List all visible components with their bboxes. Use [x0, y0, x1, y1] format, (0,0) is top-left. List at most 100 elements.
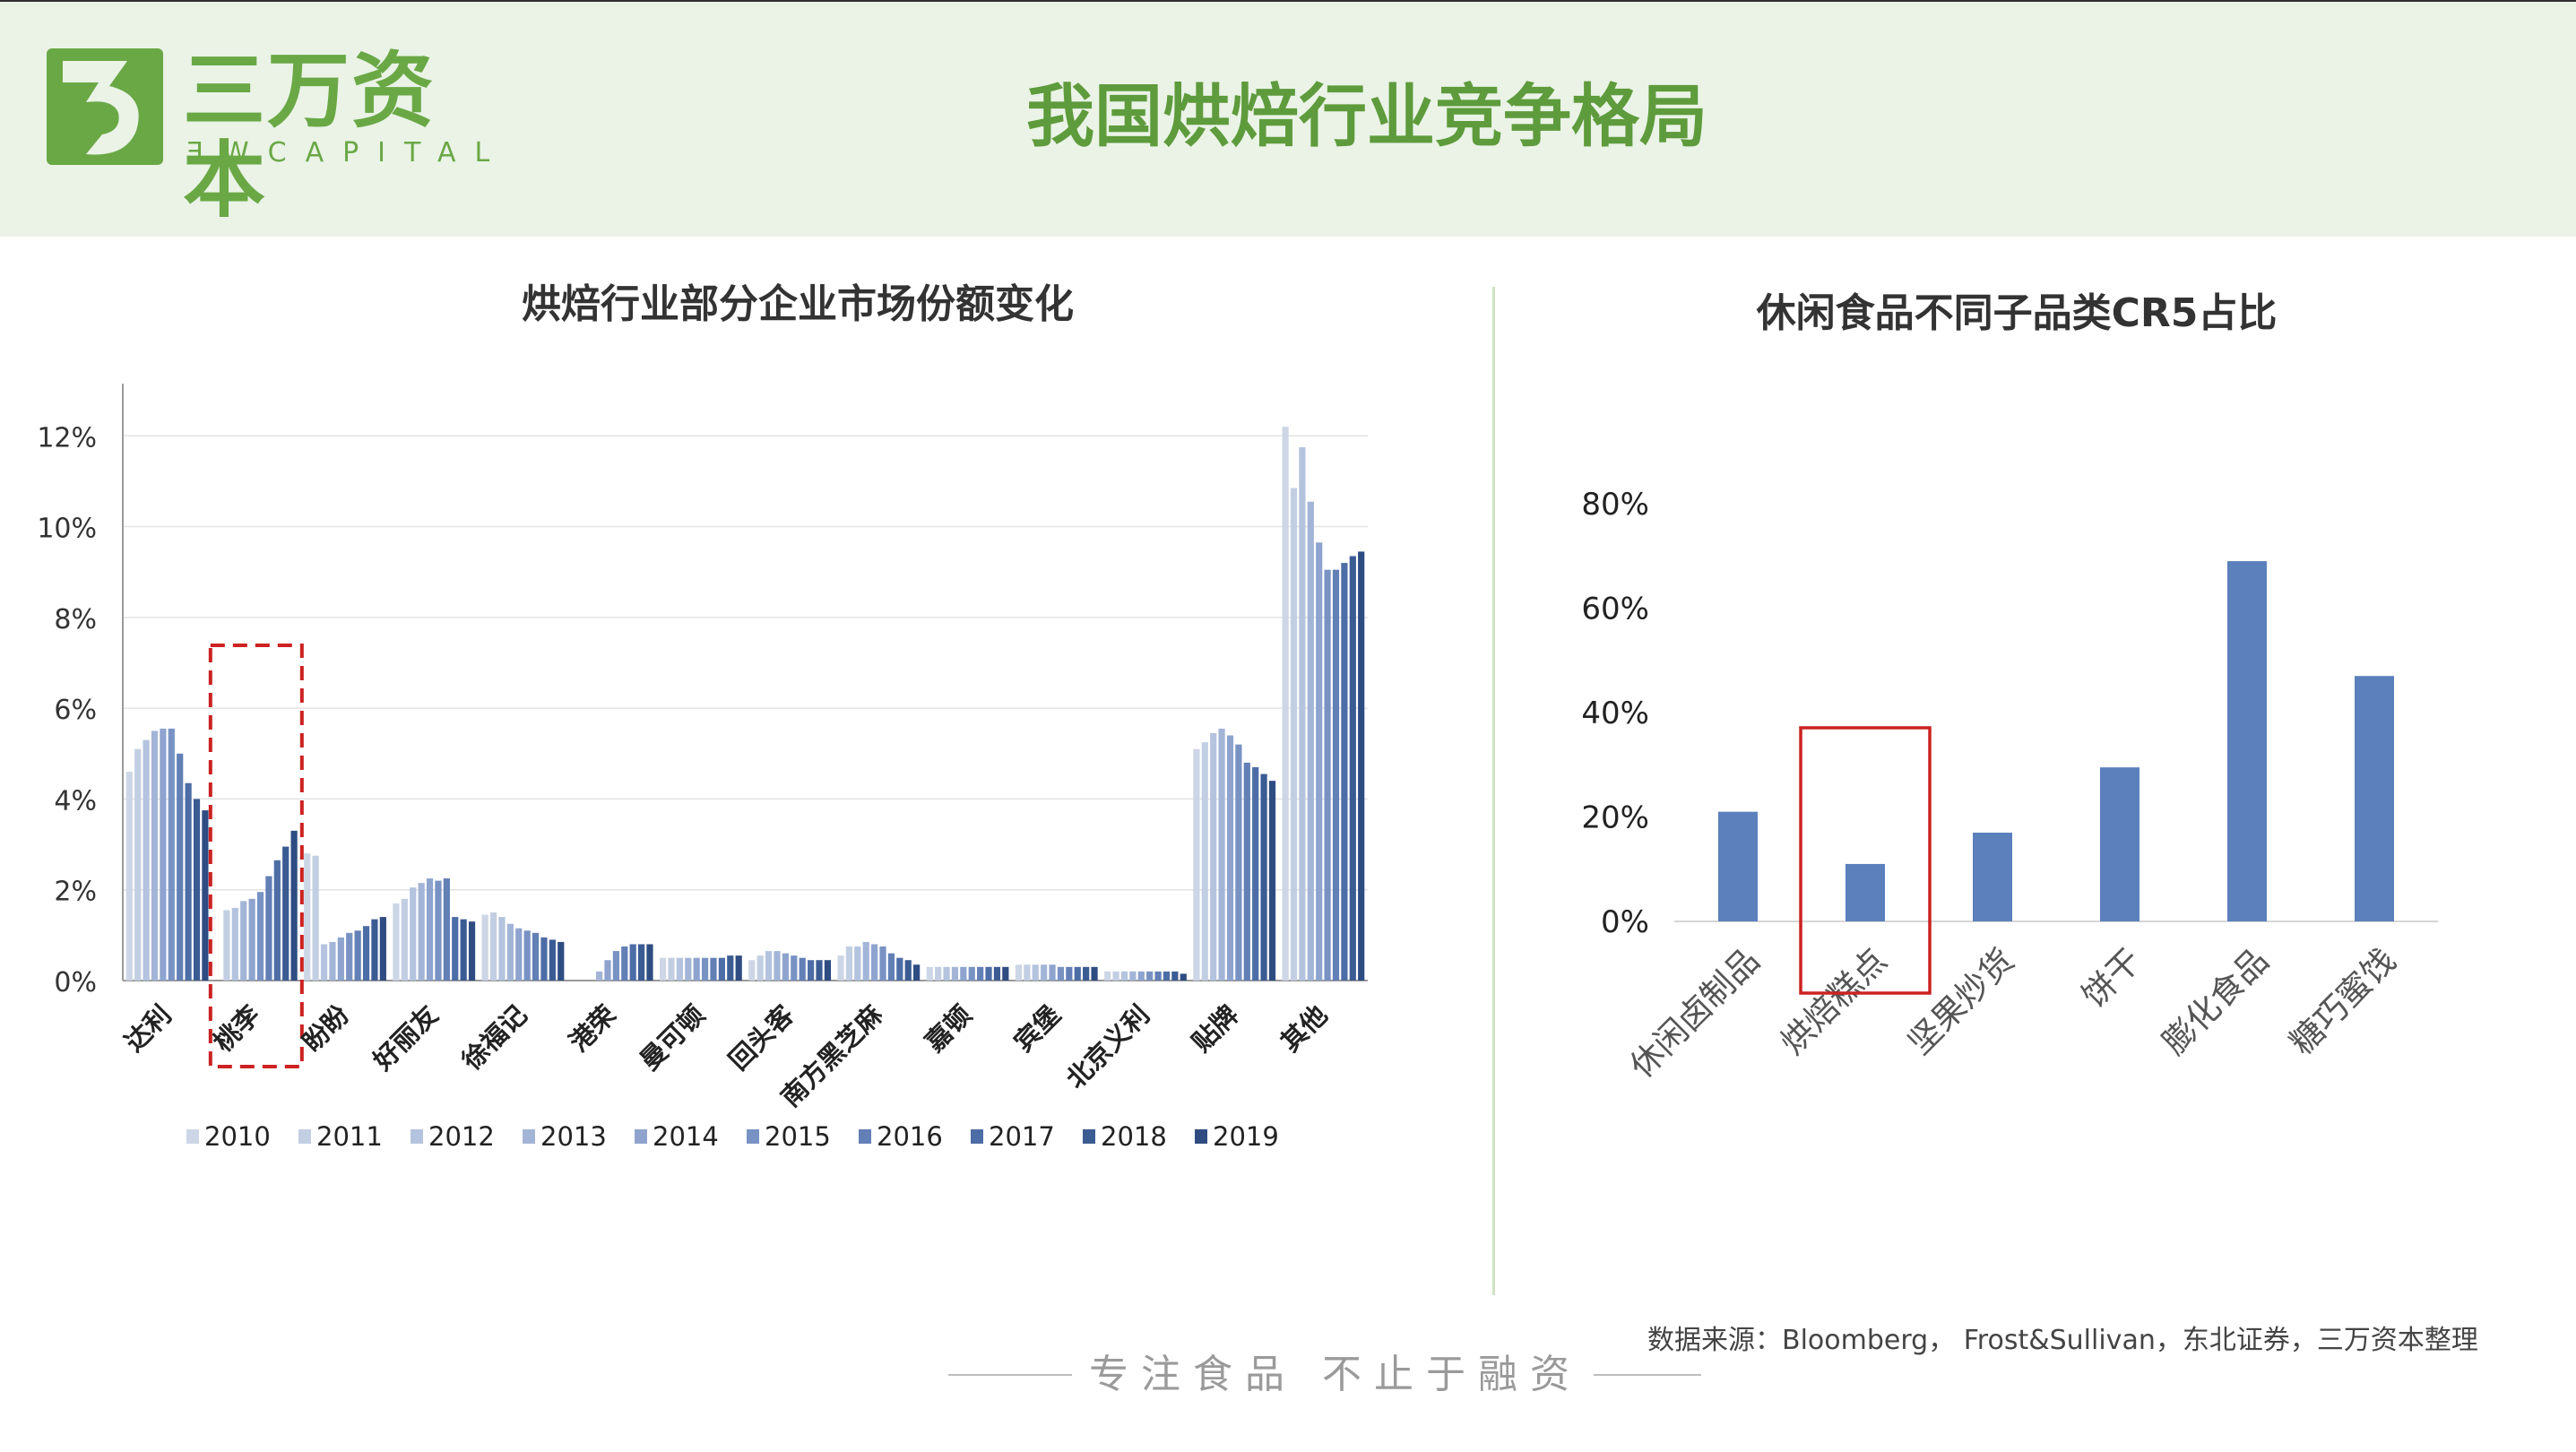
left-bar [362, 926, 370, 981]
left-legend-label: 2019 [1213, 1121, 1279, 1152]
brand-logo: 三万资本 ƎWCAPITAL [47, 47, 495, 226]
left-legend-swatch [1195, 1129, 1207, 1144]
left-bar [460, 919, 467, 981]
left-category-label: 宾堡 [1008, 999, 1067, 1058]
left-bar [816, 960, 823, 981]
left-bar [808, 960, 815, 981]
vertical-divider [1492, 287, 1495, 1295]
left-bar [676, 957, 683, 981]
right-category-label: 糖巧蜜饯 [2282, 941, 2403, 1062]
left-bar [727, 955, 734, 981]
left-bar [1041, 964, 1048, 981]
right-cr5-chart: 0% 20% 40% 60% 80% 休闲卤制品 烘焙糕点 坚果炒货 饼干 膨化食品 糖巧蜜饯 [1581, 487, 2438, 1085]
left-bar [659, 957, 667, 981]
left-bar [523, 930, 531, 981]
left-bar [968, 966, 975, 981]
left-bar [1171, 971, 1179, 981]
left-bar [549, 939, 556, 981]
left-bar [685, 957, 692, 981]
slogan: 专注食品 不止于融资 [1089, 1352, 1582, 1397]
right-category-label: 膨化食品 [2155, 941, 2276, 1062]
left-bar [223, 910, 230, 981]
left-legend-label: 2011 [316, 1121, 383, 1152]
logo-text-en: ƎWCAPITAL [186, 137, 509, 169]
left-bar [1146, 971, 1154, 981]
left-legend-label: 2016 [877, 1121, 943, 1152]
left-bar [604, 960, 611, 981]
left-bar [160, 728, 167, 981]
left-category-label: 曼可顿 [634, 999, 711, 1076]
left-ytick-label: 10% [37, 514, 97, 545]
left-bar [379, 917, 386, 981]
left-bar [282, 846, 290, 981]
left-bar [693, 957, 700, 981]
left-bar [1307, 501, 1314, 981]
right-category-label: 坚果炒货 [1900, 941, 2021, 1062]
left-bar [452, 917, 459, 981]
left-category-label: 北京义利 [1060, 999, 1155, 1094]
left-bar [1260, 774, 1267, 981]
left-bar [273, 860, 281, 981]
left-legend-swatch [747, 1129, 759, 1144]
left-legend-swatch [635, 1129, 647, 1144]
left-legend-label: 2014 [653, 1121, 719, 1152]
right-highlight-box [1799, 726, 1932, 995]
left-bar [710, 957, 717, 981]
left-bar [926, 966, 933, 981]
left-bar [134, 748, 142, 981]
left-bar [756, 955, 764, 981]
left-bar [1316, 542, 1323, 981]
left-bar [1015, 964, 1023, 981]
left-bar [202, 810, 209, 981]
left-category-label: 其他 [1275, 999, 1333, 1058]
left-bar [896, 957, 903, 981]
left-bar [935, 966, 942, 981]
left-category-label: 徐福记 [455, 999, 532, 1076]
left-bar [748, 960, 756, 981]
left-bar [824, 960, 832, 981]
left-legend-label: 2010 [204, 1121, 271, 1152]
left-ytick-label: 2% [54, 877, 97, 908]
left-bar [904, 960, 912, 981]
left-bar [1002, 966, 1009, 981]
left-bar [320, 944, 328, 981]
left-bar [540, 937, 548, 981]
left-bar [193, 799, 201, 981]
left-bar [304, 853, 311, 981]
left-bar [256, 892, 264, 981]
left-ytick-label: 6% [54, 695, 97, 726]
left-bar [1057, 966, 1065, 981]
left-bar [1024, 964, 1031, 981]
left-bar [993, 966, 1001, 981]
right-category-label: 饼干 [2075, 941, 2149, 1016]
left-bar [1104, 971, 1111, 981]
left-bar [1066, 966, 1073, 981]
left-category-label: 嘉顿 [919, 999, 977, 1058]
left-bar [1268, 781, 1276, 981]
left-bar [791, 955, 798, 981]
right-ytick-label: 0% [1601, 904, 1649, 940]
left-bar [1112, 971, 1119, 981]
right-ytick-label: 20% [1581, 800, 1649, 836]
left-bar [418, 883, 425, 981]
left-bar [177, 753, 184, 981]
right-bar [2227, 561, 2267, 921]
left-legend-label: 2015 [765, 1121, 831, 1152]
left-ytick-label: 12% [37, 422, 97, 454]
left-bar [265, 876, 272, 981]
left-bar [290, 830, 298, 981]
left-bar [240, 901, 247, 981]
left-bar [668, 957, 675, 981]
left-bar [1358, 551, 1365, 981]
left-bar [489, 912, 497, 981]
left-bar [558, 941, 565, 981]
right-bar [1846, 863, 1885, 921]
left-bar [960, 966, 967, 981]
left-bar [735, 955, 742, 981]
left-bar [1218, 728, 1225, 981]
left-legend-label: 2017 [989, 1121, 1055, 1152]
left-legend-swatch [411, 1129, 423, 1144]
left-bar [837, 955, 844, 981]
left-bar [532, 932, 540, 981]
left-bar [1243, 762, 1250, 981]
